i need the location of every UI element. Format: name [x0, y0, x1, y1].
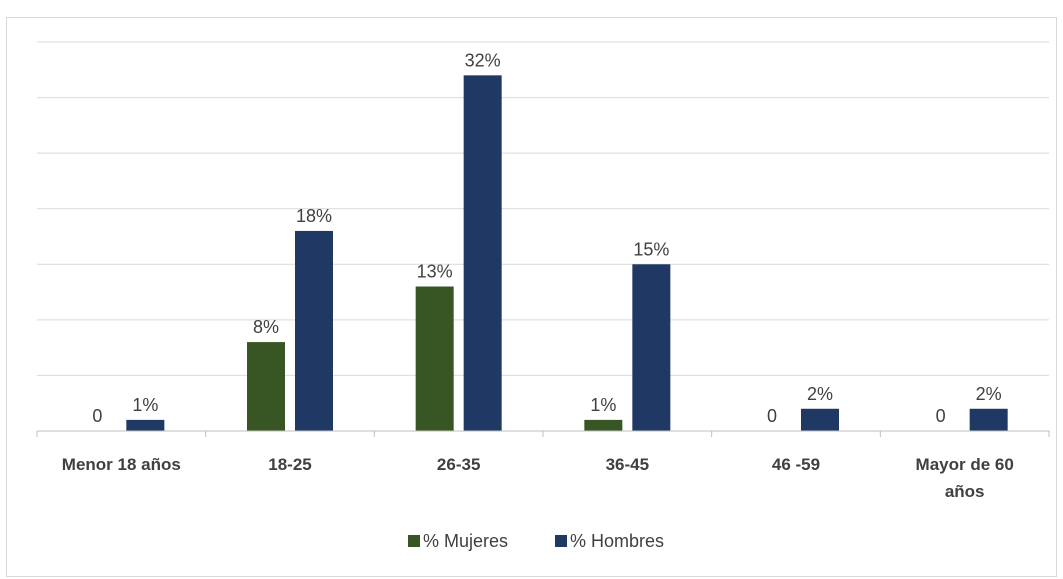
- gridlines: [37, 41, 1049, 376]
- legend-label: % Mujeres: [423, 531, 508, 551]
- data-labels: 0 1% 8% 18% 13% 32% 1% 15% 0 2% 0 2%: [92, 50, 1001, 426]
- legend-label: % Hombres: [570, 531, 664, 551]
- x-axis: Menor 18 años 18-25 26-35 36-45 46 -59 Mayor …: [36, 430, 1050, 501]
- x-tick-label: Mayor de 60: [916, 455, 1014, 474]
- bar-mujeres: [415, 286, 454, 431]
- data-label: 1%: [590, 395, 616, 415]
- bar-hombres: [632, 264, 671, 431]
- chart-frame: [6, 17, 1057, 577]
- legend-swatch: [555, 535, 567, 547]
- data-label: 8%: [253, 317, 279, 337]
- data-label: 18%: [296, 206, 332, 226]
- x-tick-label: 36-45: [606, 455, 649, 474]
- x-tick-label: 26-35: [437, 455, 480, 474]
- legend: % Mujeres % Hombres: [408, 531, 664, 551]
- bar-mujeres: [584, 419, 623, 431]
- data-label: 32%: [465, 50, 501, 70]
- data-label: 0: [767, 406, 777, 426]
- data-label: 15%: [633, 239, 669, 259]
- x-tick-label: Menor 18 años: [62, 455, 181, 474]
- bar-hombres: [969, 408, 1008, 431]
- bar-hombres: [463, 75, 502, 431]
- x-tick-label: años: [945, 482, 985, 501]
- x-tick-label: 46 -59: [772, 455, 820, 474]
- bar-hombres: [801, 408, 839, 431]
- bar-hombres: [295, 230, 333, 431]
- bars: [126, 75, 1008, 431]
- data-label: 13%: [417, 262, 453, 282]
- bar-hombres: [126, 419, 165, 431]
- legend-swatch: [408, 535, 420, 547]
- data-label: 0: [936, 406, 946, 426]
- data-label: 0: [92, 406, 102, 426]
- data-label: 2%: [976, 384, 1002, 404]
- data-label: 1%: [132, 395, 158, 415]
- bar-mujeres: [247, 342, 285, 431]
- data-label: 2%: [807, 384, 833, 404]
- x-tick-label: 18-25: [268, 455, 311, 474]
